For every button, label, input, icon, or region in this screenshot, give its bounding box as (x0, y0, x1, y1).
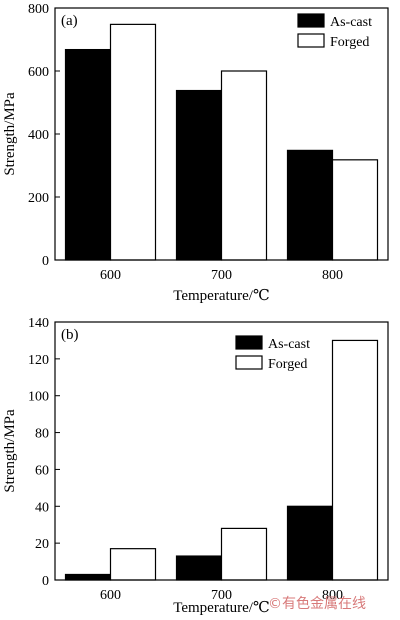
chart-panel-b: 600 700 800 0 20 40 60 80 100 120 140 (b) Temperatur… (2, 316, 389, 616)
bar-forged-700 (220, 70, 268, 261)
plot-frame (54, 321, 389, 581)
y-axis-label: Strength/MPa (2, 92, 18, 176)
y-tick-label: 80 (35, 427, 49, 442)
panel-label: (a) (61, 13, 78, 29)
bar-forged-600 (109, 548, 157, 581)
legend-label: Forged (268, 357, 307, 372)
x-tick-label: 600 (100, 588, 121, 603)
y-tick-label: 60 (35, 463, 49, 478)
legend-swatch (235, 335, 263, 350)
bar-forged-700 (220, 527, 268, 581)
bar-as-cast-700 (175, 555, 223, 581)
legend-swatch (297, 33, 325, 48)
x-tick-label: 700 (211, 268, 232, 283)
legend-swatch (297, 13, 325, 28)
bar-forged-800 (331, 159, 379, 261)
y-axis-label: Strength/MPa (2, 409, 18, 493)
bar-as-cast-800 (286, 149, 334, 261)
bar-as-cast-700 (175, 89, 223, 261)
y-tick-label: 200 (28, 191, 49, 206)
y-tick-label: 600 (28, 65, 49, 80)
legend-swatch (235, 355, 263, 370)
panel-label: (b) (61, 327, 79, 343)
y-tick-label: 400 (28, 128, 49, 143)
bar-as-cast-600 (64, 48, 112, 261)
y-tick-label: 140 (28, 316, 49, 331)
y-tick-label: 800 (28, 2, 49, 17)
y-tick-label: 0 (42, 574, 49, 589)
x-tick-label: 800 (322, 588, 343, 603)
x-tick-label: 800 (322, 268, 343, 283)
x-axis-label: Temperature/℃ (173, 288, 270, 304)
legend: As-cast Forged (297, 13, 372, 50)
x-tick-label: 700 (211, 588, 232, 603)
y-tick-label: 20 (35, 537, 49, 552)
legend-label: As-cast (268, 337, 310, 352)
y-tick-label: 100 (28, 390, 49, 405)
bar-forged-600 (109, 23, 157, 261)
legend: As-cast Forged (235, 335, 310, 372)
bar-as-cast-800 (286, 505, 334, 581)
chart-panel-a: 600 700 800 0 200 400 600 800 (a) Temperature/℃ St… (2, 2, 389, 304)
y-tick-label: 0 (42, 254, 49, 269)
bar-forged-800 (331, 339, 379, 581)
legend-label: Forged (330, 35, 369, 50)
y-tick-label: 40 (35, 500, 49, 515)
legend-label: As-cast (330, 15, 372, 30)
x-tick-label: 600 (100, 268, 121, 283)
watermark-text: ©有色金属在线 (268, 596, 366, 612)
bar-as-cast-600 (64, 573, 112, 581)
x-axis-label: Temperature/℃ (173, 600, 270, 616)
y-tick-label: 120 (28, 353, 49, 368)
